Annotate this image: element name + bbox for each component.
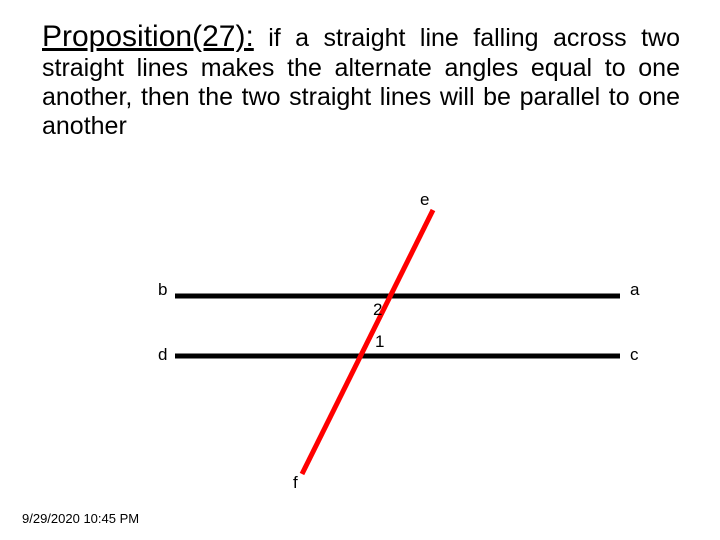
proposition-title: Proposition(27): xyxy=(42,20,254,53)
label-f: f xyxy=(293,473,298,493)
proposition-text: Proposition(27): if a straight line fall… xyxy=(0,0,720,141)
label-angle-2: 2 xyxy=(373,300,382,320)
label-c: c xyxy=(630,345,639,365)
label-angle-1: 1 xyxy=(375,332,384,352)
label-d: d xyxy=(158,345,167,365)
label-a: a xyxy=(630,280,639,300)
label-b: b xyxy=(158,280,167,300)
geometry-diagram: e b a d c f 2 1 xyxy=(0,190,720,500)
diagram-svg xyxy=(0,190,720,500)
label-e: e xyxy=(420,190,429,210)
footer-timestamp: 9/29/2020 10:45 PM xyxy=(22,511,139,526)
